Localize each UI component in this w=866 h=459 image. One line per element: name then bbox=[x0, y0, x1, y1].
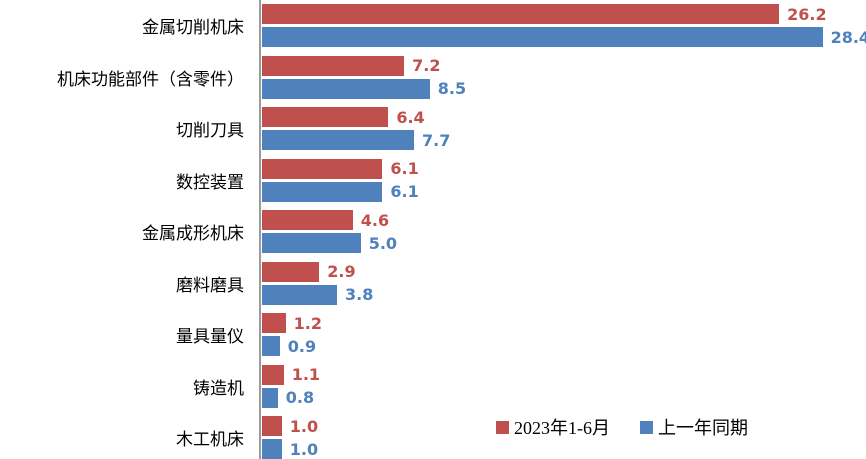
value-label-2023: 6.1 bbox=[390, 159, 419, 178]
bar-2023 bbox=[262, 107, 389, 127]
value-label-prev-year: 3.8 bbox=[345, 285, 374, 304]
chart-row: 金属切削机床 26.2 28.4 bbox=[0, 4, 866, 47]
bar-prev-year bbox=[262, 181, 383, 202]
bar-2023 bbox=[262, 210, 353, 230]
legend-label-prev-year: 上一年同期 bbox=[658, 418, 748, 438]
bar-prev-year bbox=[262, 284, 337, 305]
chart-row: 铸造机 1.1 0.8 bbox=[0, 364, 866, 408]
bar-prev-year bbox=[262, 387, 278, 408]
value-label-2023: 1.1 bbox=[291, 365, 321, 384]
bar-2023 bbox=[262, 55, 405, 76]
value-label-prev-year: 1.0 bbox=[289, 439, 319, 459]
bar-pair: 4.6 5.0 bbox=[262, 210, 866, 253]
value-label-prev-year: 5.0 bbox=[368, 233, 398, 253]
bar-line-prev-year: 5.0 bbox=[262, 233, 866, 253]
chart-row: 木工机床 1.0 1.0 bbox=[0, 416, 866, 459]
value-label-2023: 4.6 bbox=[360, 210, 390, 230]
bar-line-2023: 1.0 bbox=[262, 416, 866, 436]
legend-swatch-red bbox=[496, 420, 509, 434]
value-label-prev-year: 8.5 bbox=[437, 79, 467, 98]
category-label: 金属成形机床 bbox=[142, 224, 244, 243]
value-label-2023: 1.2 bbox=[293, 313, 323, 333]
bar-prev-year bbox=[262, 439, 282, 459]
category-label: 机床功能部件（含零件） bbox=[57, 69, 244, 89]
value-label-prev-year: 0.9 bbox=[287, 336, 317, 356]
value-label-prev-year: 7.7 bbox=[421, 130, 451, 150]
chart-row: 切削刀具 6.4 7.7 bbox=[0, 107, 866, 150]
category-label: 铸造机 bbox=[193, 378, 244, 398]
bar-pair: 1.1 0.8 bbox=[262, 364, 866, 408]
value-label-2023: 1.0 bbox=[289, 416, 319, 436]
legend: 2023年1-6月 上一年同期 bbox=[496, 414, 748, 440]
bar-line-2023: 1.2 bbox=[262, 313, 866, 333]
bar-line-2023: 6.1 bbox=[262, 158, 866, 179]
bar-pair: 6.4 7.7 bbox=[262, 107, 866, 150]
bar-2023 bbox=[262, 364, 284, 385]
bar-line-2023: 2.9 bbox=[262, 261, 866, 282]
bar-2023 bbox=[262, 416, 282, 436]
legend-swatch-blue bbox=[640, 420, 653, 434]
bar-line-2023: 7.2 bbox=[262, 55, 866, 76]
category-label: 量具量仪 bbox=[176, 327, 244, 346]
bar-line-prev-year: 6.1 bbox=[262, 181, 866, 202]
bar-prev-year bbox=[262, 233, 361, 253]
legend-item-2023: 2023年1-6月 bbox=[496, 414, 610, 440]
chart-row: 金属成形机床 4.6 5.0 bbox=[0, 210, 866, 253]
bar-pair: 6.1 6.1 bbox=[262, 158, 866, 202]
bar-line-prev-year: 8.5 bbox=[262, 78, 866, 99]
y-axis-line bbox=[259, 0, 261, 459]
bar-2023 bbox=[262, 158, 383, 179]
bar-prev-year bbox=[262, 336, 280, 356]
bar-line-prev-year: 3.8 bbox=[262, 284, 866, 305]
bar-2023 bbox=[262, 313, 286, 333]
category-label: 切削刀具 bbox=[176, 121, 244, 140]
value-label-2023: 6.4 bbox=[396, 107, 425, 127]
bar-prev-year bbox=[262, 130, 414, 150]
value-label-2023: 7.2 bbox=[412, 56, 441, 75]
bar-prev-year bbox=[262, 78, 430, 99]
bar-pair: 26.2 28.4 bbox=[262, 4, 866, 47]
value-label-prev-year: 0.8 bbox=[285, 388, 315, 407]
bar-line-2023: 1.1 bbox=[262, 364, 866, 385]
chart-row: 机床功能部件（含零件） 7.2 8.5 bbox=[0, 55, 866, 99]
bar-pair: 2.9 3.8 bbox=[262, 261, 866, 305]
category-label: 磨料磨具 bbox=[176, 275, 244, 295]
legend-label-2023: 2023年1-6月 bbox=[514, 418, 610, 438]
bar-line-prev-year: 0.9 bbox=[262, 336, 866, 356]
bar-line-prev-year: 1.0 bbox=[262, 439, 866, 459]
value-label-prev-year: 28.4 bbox=[830, 27, 866, 47]
bar-line-2023: 4.6 bbox=[262, 210, 866, 230]
chart-row: 数控装置 6.1 6.1 bbox=[0, 158, 866, 202]
bar-2023 bbox=[262, 4, 780, 24]
value-label-2023: 26.2 bbox=[787, 4, 827, 24]
bar-line-2023: 6.4 bbox=[262, 107, 866, 127]
bar-line-prev-year: 7.7 bbox=[262, 130, 866, 150]
bar-2023 bbox=[262, 261, 320, 282]
category-label: 木工机床 bbox=[176, 430, 244, 449]
category-label: 金属切削机床 bbox=[142, 18, 244, 37]
bar-pair: 1.2 0.9 bbox=[262, 313, 866, 356]
value-label-prev-year: 6.1 bbox=[390, 182, 419, 201]
chart-row: 量具量仪 1.2 0.9 bbox=[0, 313, 866, 356]
bar-pair: 1.0 1.0 bbox=[262, 416, 866, 459]
bar-pair: 7.2 8.5 bbox=[262, 55, 866, 99]
bar-line-prev-year: 0.8 bbox=[262, 387, 866, 408]
bar-line-2023: 26.2 bbox=[262, 4, 866, 24]
chart-row: 磨料磨具 2.9 3.8 bbox=[0, 261, 866, 305]
category-label: 数控装置 bbox=[176, 172, 244, 192]
bar-line-prev-year: 28.4 bbox=[262, 27, 866, 47]
legend-item-prev-year: 上一年同期 bbox=[640, 414, 748, 440]
value-label-2023: 2.9 bbox=[327, 262, 356, 281]
bar-prev-year bbox=[262, 27, 823, 47]
